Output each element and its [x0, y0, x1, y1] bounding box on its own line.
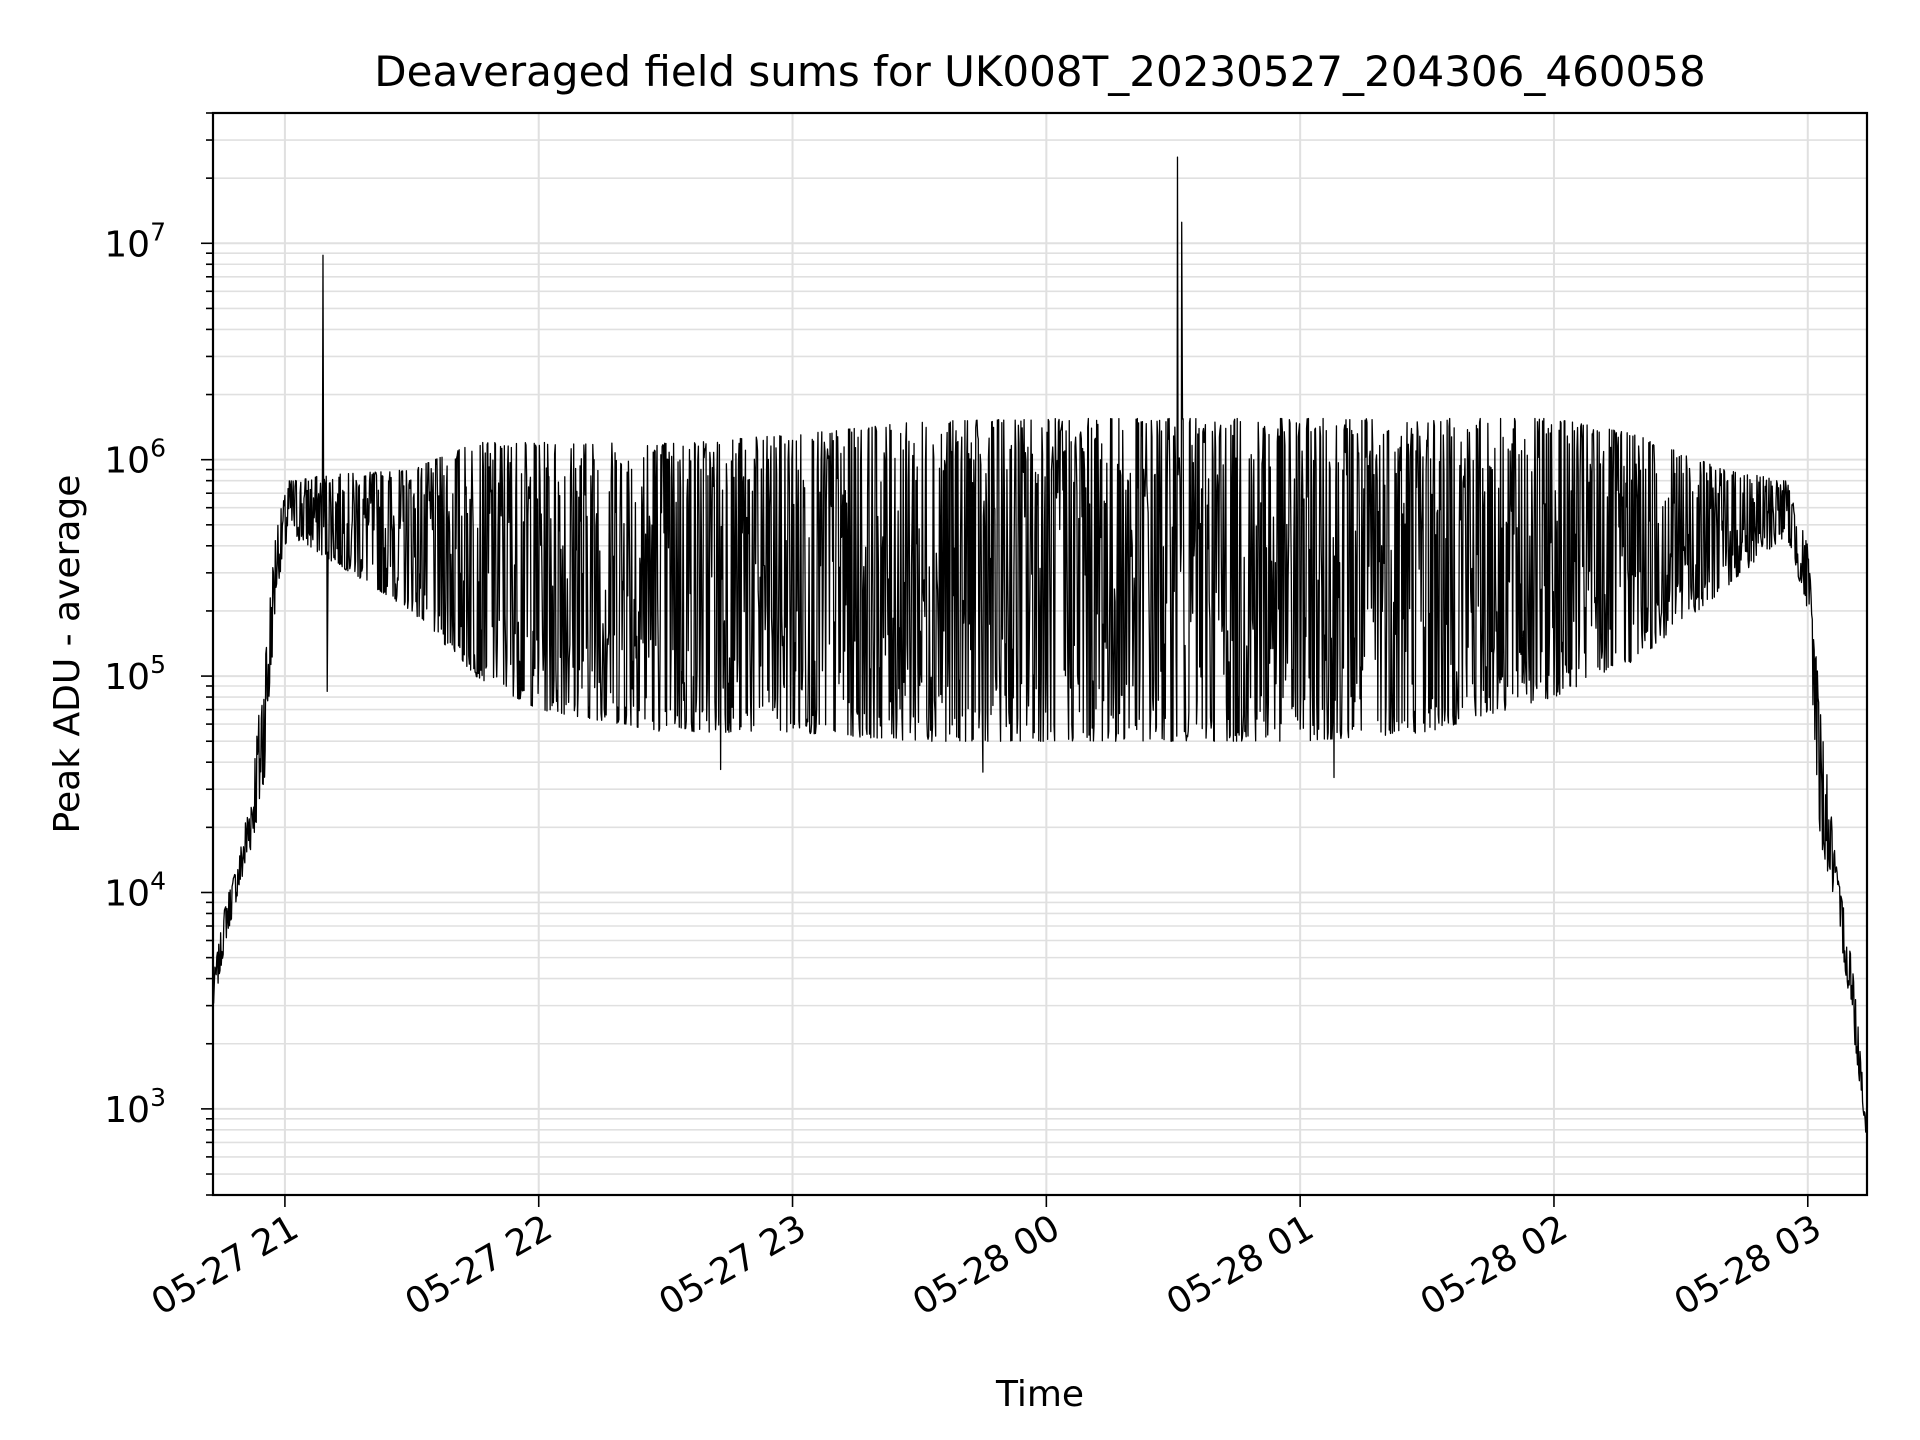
y-tick-label: 105 [104, 650, 166, 698]
y-tick-exponent: 7 [150, 217, 166, 246]
x-axis-label: Time [995, 1374, 1084, 1415]
y-tick-mantissa: 10 [104, 873, 150, 914]
y-axis-label: Peak ADU - average [47, 475, 88, 834]
y-tick-mantissa: 10 [104, 1090, 150, 1131]
data-series [212, 156, 1868, 1133]
y-tick-exponent: 4 [150, 866, 166, 895]
y-tick-label: 103 [104, 1083, 166, 1131]
chart-title: Deaveraged field sums for UK008T_2023052… [374, 47, 1705, 96]
y-tick-mantissa: 10 [104, 441, 150, 482]
plot-area-frame [211, 111, 1869, 1197]
y-tick-mantissa: 10 [104, 657, 150, 698]
y-tick-exponent: 6 [150, 434, 166, 463]
y-tick-label: 107 [104, 217, 166, 265]
series-line [212, 156, 1868, 1133]
y-tick-label: 104 [104, 866, 166, 914]
y-tick-label: 106 [104, 434, 166, 482]
y-tick-mantissa: 10 [104, 224, 150, 265]
y-tick-exponent: 3 [150, 1083, 166, 1112]
y-tick-exponent: 5 [150, 650, 166, 679]
